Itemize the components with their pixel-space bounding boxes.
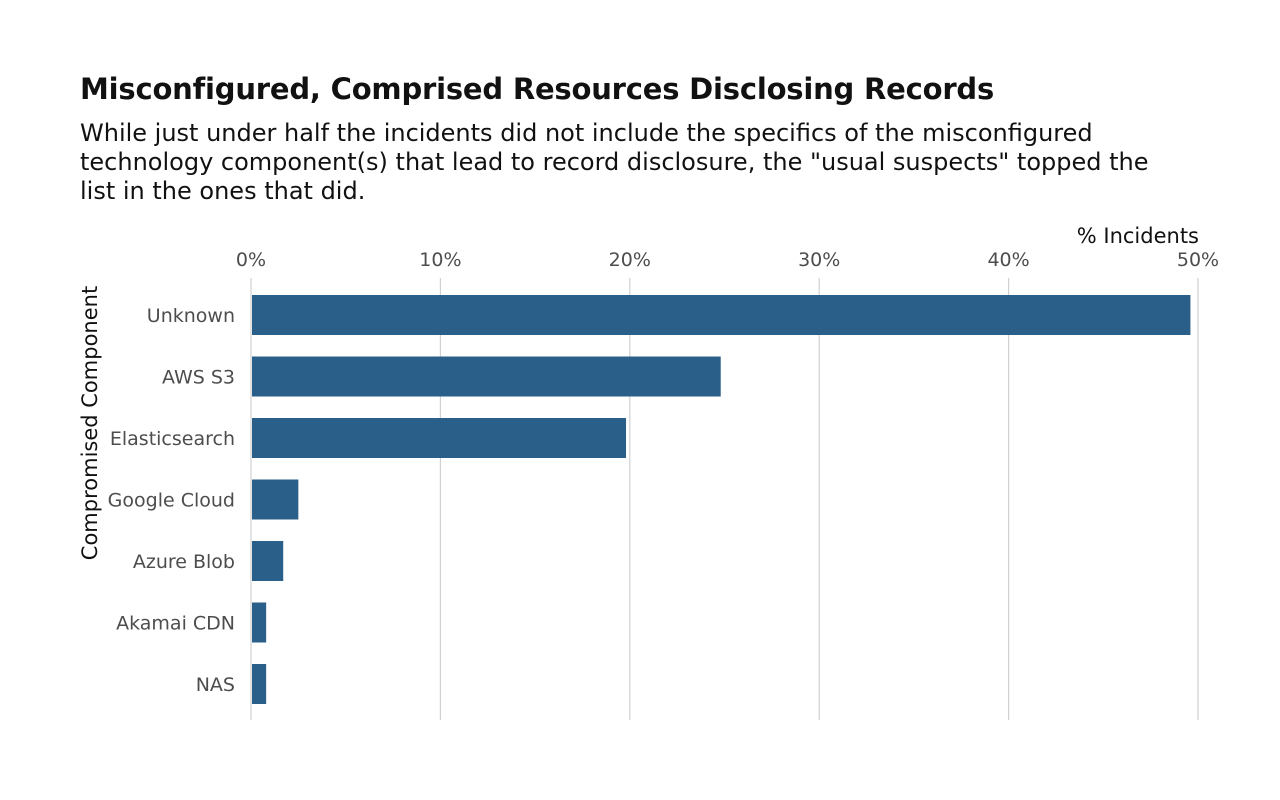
- bars: [252, 295, 1191, 704]
- category-label: Google Cloud: [108, 490, 235, 512]
- x-tick-label: 30%: [798, 249, 840, 271]
- chart-subtitle: While just under half the incidents did …: [80, 119, 1149, 205]
- gridlines: [250, 278, 1199, 720]
- x-tick-label: 10%: [419, 249, 461, 271]
- bar-nas: [252, 664, 267, 704]
- y-axis-title: Compromised Component: [78, 286, 102, 560]
- bar-azure-blob: [252, 541, 284, 581]
- category-label: Akamai CDN: [116, 613, 235, 635]
- category-label: NAS: [196, 674, 235, 696]
- bar-unknown: [252, 295, 1191, 335]
- x-tick-label: 20%: [609, 249, 651, 271]
- bar-aws-s3: [252, 356, 721, 397]
- x-axis-title: % Incidents: [1077, 224, 1199, 248]
- bar-akamai-cdn: [252, 602, 267, 643]
- x-tick-label: 0%: [236, 249, 266, 271]
- chart-title: Misconfigured, Comprised Resources Discl…: [80, 72, 995, 106]
- category-label: AWS S3: [162, 367, 235, 389]
- bar-elasticsearch: [252, 418, 627, 458]
- category-label: Azure Blob: [133, 551, 235, 573]
- bar-google-cloud: [252, 479, 299, 520]
- category-label: Elasticsearch: [110, 428, 235, 450]
- x-tick-label: 40%: [987, 249, 1029, 271]
- labels: 0% 10% 20% 30% 40% 50% Unknown AWS S3 Elasticsea…: [108, 249, 1219, 696]
- x-tick-label: 50%: [1177, 249, 1219, 271]
- category-label: Unknown: [147, 305, 235, 327]
